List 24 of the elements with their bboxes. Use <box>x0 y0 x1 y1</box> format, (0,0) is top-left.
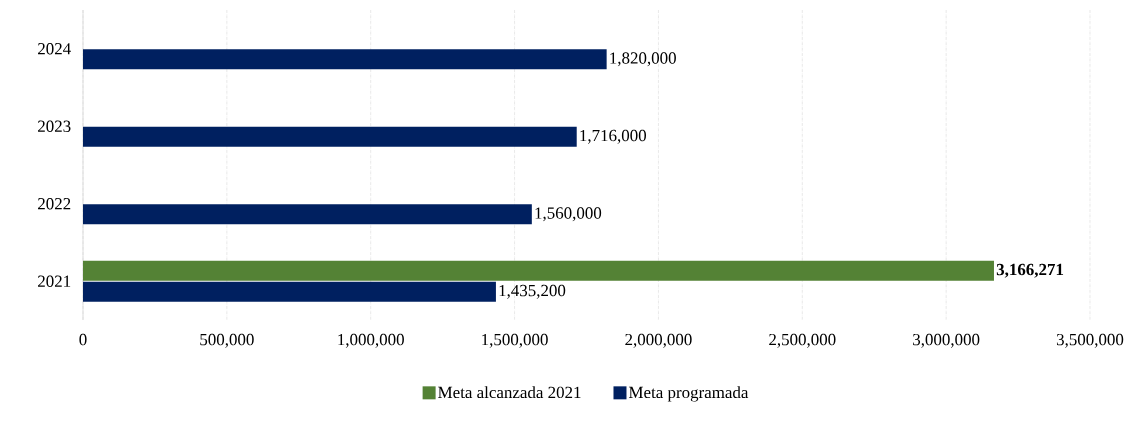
data-label: 1,716,000 <box>580 129 647 144</box>
x-tick-label: 3,000,000 <box>913 333 980 348</box>
data-label: 1,820,000 <box>610 52 676 67</box>
bar <box>83 281 496 302</box>
data-label: 1,560,000 <box>535 207 602 222</box>
x-tick-label: 0 <box>79 333 87 346</box>
bar <box>83 260 994 281</box>
bar <box>83 204 532 225</box>
data-label: 1,435,200 <box>499 284 566 299</box>
y-tick-label: 2024 <box>38 43 71 55</box>
y-tick-label: 2022 <box>38 198 71 210</box>
x-tick-label: 1,500,000 <box>482 333 548 348</box>
x-tick-label: 1,000,000 <box>338 333 404 348</box>
x-tick-label: 2,000,000 <box>625 333 692 348</box>
y-tick-label: 2023 <box>38 120 71 132</box>
bar <box>83 126 577 147</box>
bar <box>83 49 607 70</box>
legend-label: Meta alcanzada 2021 <box>438 386 581 399</box>
x-tick-label: 2,500,000 <box>769 333 836 348</box>
x-tick-label: 500,000 <box>200 333 254 348</box>
x-tick-label: 3,500,000 <box>1056 333 1124 348</box>
y-tick-label: 2021 <box>38 275 71 287</box>
data-label: 3,166,271 <box>996 263 1064 278</box>
legend-label: Meta programada <box>628 386 749 402</box>
